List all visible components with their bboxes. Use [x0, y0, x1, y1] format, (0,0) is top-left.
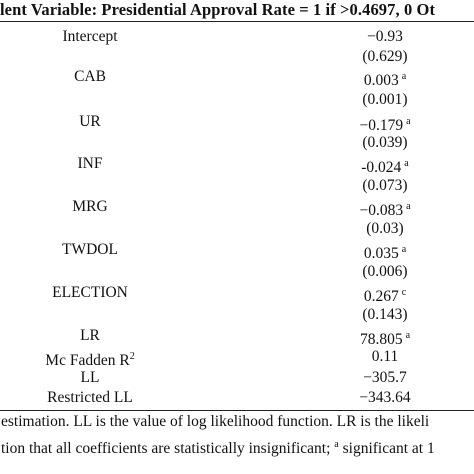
row-std-error: (0.039)	[362, 134, 408, 151]
table-bottom-rule	[0, 410, 474, 411]
row-label: LL	[80, 369, 100, 386]
significance-marker: c	[401, 287, 407, 298]
table-row: UR −0.179 a	[0, 113, 474, 134]
table-row: (0.039)	[0, 134, 474, 152]
table-header-title: lent Variable: Presidential Approval Rat…	[0, 0, 436, 19]
row-std-error: (0.629)	[362, 48, 408, 65]
row-value: 0.267 c	[363, 287, 407, 305]
row-value: −0.179 a	[359, 116, 411, 134]
footnote-significance-marker: a	[334, 439, 339, 450]
table-row: Mc Fadden R2 0.11	[0, 348, 474, 369]
row-value: −0.93	[367, 28, 403, 45]
significance-marker: a	[406, 201, 411, 212]
table-row: LR 78.805 a	[0, 327, 474, 348]
table-row: ELECTION 0.267 c	[0, 284, 474, 305]
row-label: CAB	[74, 68, 106, 85]
table-top-rule	[0, 21, 474, 22]
row-std-error: (0.073)	[362, 177, 408, 194]
row-value: −305.7	[363, 369, 407, 386]
table-row: INF -0.024 a	[0, 155, 474, 176]
row-label: TWDOL	[62, 241, 118, 258]
significance-marker: a	[405, 330, 411, 341]
table-row: (0.143)	[0, 306, 474, 324]
row-std-error: (0.143)	[362, 306, 408, 323]
superscript-two: 2	[129, 351, 135, 362]
table-row: (0.006)	[0, 263, 474, 281]
row-label: ELECTION	[52, 284, 128, 301]
row-std-error: (0.03)	[366, 220, 404, 237]
table-row: (0.073)	[0, 177, 474, 195]
significance-marker: a	[401, 71, 407, 82]
row-std-error: (0.006)	[362, 263, 408, 280]
row-label: INF	[77, 155, 103, 172]
row-std-error: (0.001)	[362, 91, 408, 108]
table-row: Restricted LL −343.64	[0, 389, 474, 407]
row-label: UR	[79, 113, 101, 130]
row-label: LR	[80, 327, 100, 344]
table-row: (0.001)	[0, 91, 474, 109]
row-value: −0.083 a	[359, 201, 411, 219]
row-value: 78.805 a	[359, 330, 411, 348]
table-row: Intercept −0.93	[0, 28, 474, 46]
table-row: CAB 0.003 a	[0, 68, 474, 89]
row-value: -0.024 a	[361, 158, 409, 176]
footnote-line-2: tion that all coefficients are statistic…	[1, 439, 435, 457]
footnote-line-1: estimation. LL is the value of log likel…	[1, 413, 430, 430]
row-value: 0.11	[371, 348, 399, 365]
significance-marker: a	[406, 116, 411, 127]
row-value: −343.64	[359, 389, 411, 406]
significance-marker: a	[401, 244, 407, 255]
row-label: Restricted LL	[47, 389, 133, 406]
table-row: MRG −0.083 a	[0, 198, 474, 219]
table-row: TWDOL 0.035 a	[0, 241, 474, 262]
row-label: Intercept	[62, 28, 118, 45]
table-row: (0.03)	[0, 220, 474, 238]
row-value: 0.035 a	[363, 244, 407, 262]
table-row: (0.629)	[0, 48, 474, 66]
significance-marker: a	[404, 158, 409, 169]
row-value: 0.003 a	[363, 71, 407, 89]
row-label: Mc Fadden R2	[45, 351, 135, 369]
row-label: MRG	[72, 198, 108, 215]
table-row: LL −305.7	[0, 369, 474, 387]
